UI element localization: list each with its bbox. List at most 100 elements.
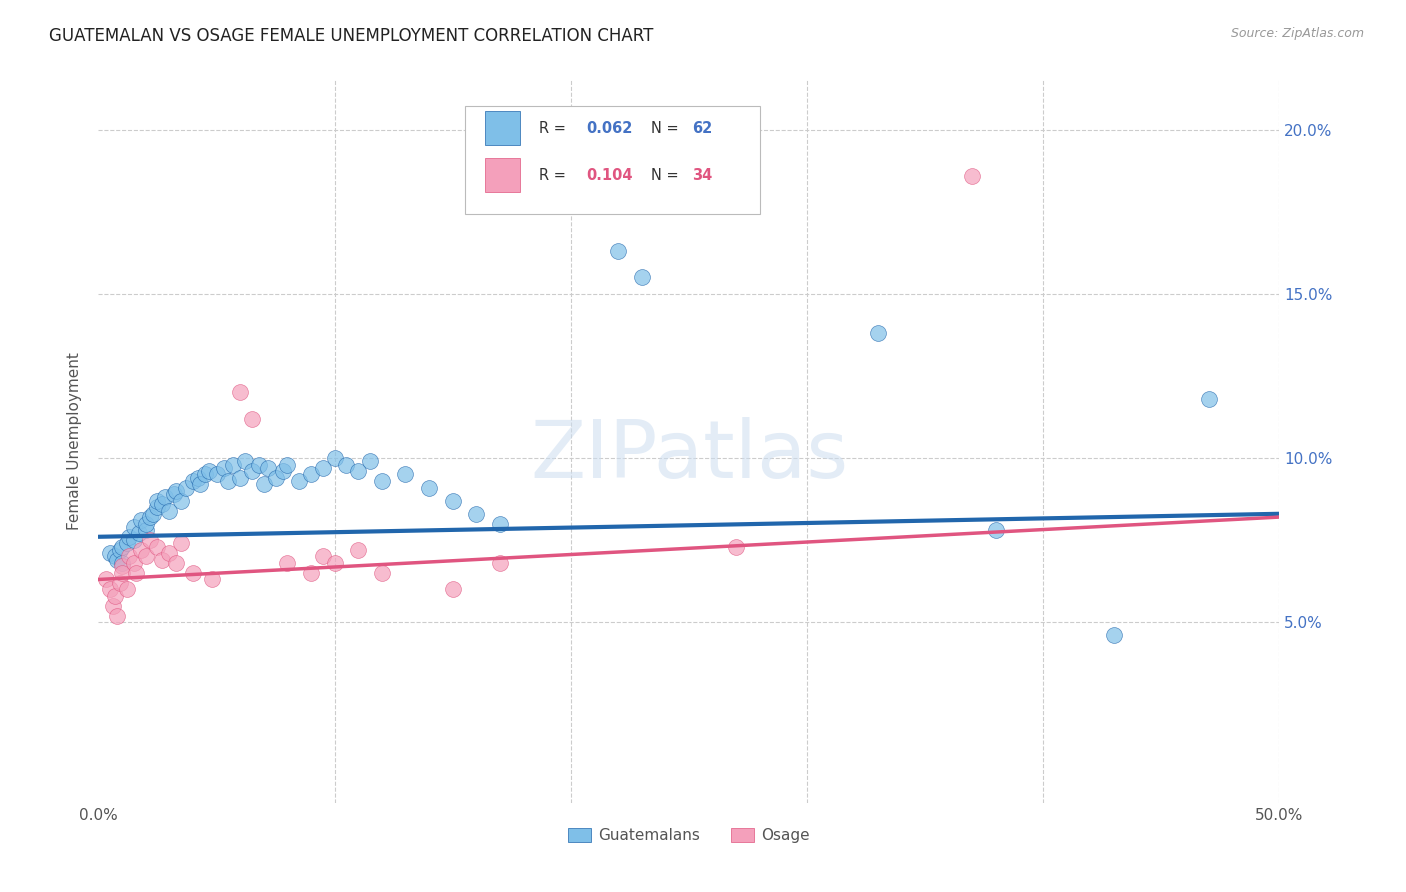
Point [201, 573, 224, 587]
Point [212, 460, 235, 475]
Point [233, 454, 256, 468]
Point [194, 467, 217, 482]
Point [181, 566, 204, 580]
Point [174, 481, 197, 495]
Point [288, 474, 311, 488]
Point [111, 559, 134, 574]
Point [312, 549, 335, 564]
Point [264, 470, 287, 484]
Point [111, 540, 134, 554]
Point [187, 470, 209, 484]
Point [122, 533, 145, 547]
Point [276, 458, 298, 472]
Point [163, 487, 186, 501]
Point [489, 516, 512, 531]
Point [347, 464, 370, 478]
Point [607, 244, 630, 258]
Point [165, 483, 187, 498]
Text: N =: N = [651, 121, 683, 136]
Legend: Guatemalans, Osage: Guatemalans, Osage [562, 822, 815, 849]
Point [146, 493, 169, 508]
Point [118, 549, 141, 564]
Point [725, 540, 748, 554]
Point [108, 575, 131, 590]
Point [139, 533, 162, 547]
Point [962, 169, 984, 183]
Point [118, 530, 141, 544]
Point [371, 566, 394, 580]
Point [111, 556, 134, 570]
Point [170, 493, 193, 508]
Point [125, 566, 148, 580]
Point [465, 507, 488, 521]
Point [111, 566, 134, 580]
FancyBboxPatch shape [485, 158, 520, 193]
Point [271, 464, 294, 478]
Point [98, 546, 121, 560]
Y-axis label: Female Unemployment: Female Unemployment [67, 352, 83, 531]
Point [441, 493, 464, 508]
Point [122, 520, 145, 534]
Point [312, 460, 335, 475]
Point [104, 589, 127, 603]
Point [146, 500, 169, 515]
Text: N =: N = [651, 169, 683, 183]
Point [115, 536, 138, 550]
Point [299, 467, 322, 482]
Point [142, 507, 165, 521]
Point [188, 477, 211, 491]
Point [181, 474, 204, 488]
Point [253, 477, 276, 491]
Point [104, 549, 127, 564]
Point [359, 454, 381, 468]
Point [323, 556, 346, 570]
Point [150, 553, 173, 567]
Text: 0.062: 0.062 [586, 121, 633, 136]
FancyBboxPatch shape [464, 105, 759, 214]
Text: R =: R = [538, 169, 571, 183]
Point [229, 385, 252, 400]
Point [157, 546, 180, 560]
Point [157, 503, 180, 517]
Point [129, 513, 152, 527]
Point [98, 582, 121, 597]
Point [105, 553, 128, 567]
Point [276, 556, 298, 570]
Point [135, 523, 157, 537]
Point [153, 491, 176, 505]
Point [866, 326, 889, 340]
Text: R =: R = [538, 121, 571, 136]
Point [135, 516, 157, 531]
Point [323, 450, 346, 465]
Point [146, 540, 169, 554]
Text: 62: 62 [693, 121, 713, 136]
Point [418, 481, 440, 495]
Point [115, 582, 138, 597]
Point [135, 549, 157, 564]
Point [139, 510, 162, 524]
Point [101, 599, 124, 613]
Point [347, 542, 370, 557]
Point [371, 474, 394, 488]
Point [222, 458, 245, 472]
Point [129, 542, 152, 557]
Point [984, 523, 1007, 537]
Point [335, 458, 357, 472]
Point [630, 270, 652, 285]
Point [198, 464, 221, 478]
Point [240, 411, 263, 425]
Point [105, 608, 128, 623]
Point [165, 556, 187, 570]
Text: GUATEMALAN VS OSAGE FEMALE UNEMPLOYMENT CORRELATION CHART: GUATEMALAN VS OSAGE FEMALE UNEMPLOYMENT … [49, 27, 654, 45]
Point [394, 467, 416, 482]
Point [247, 458, 270, 472]
Point [217, 474, 239, 488]
Text: 0.104: 0.104 [586, 169, 633, 183]
Point [441, 582, 464, 597]
Point [1102, 628, 1125, 642]
Point [240, 464, 263, 478]
Point [108, 542, 131, 557]
Point [205, 467, 228, 482]
FancyBboxPatch shape [485, 111, 520, 145]
Point [94, 573, 117, 587]
